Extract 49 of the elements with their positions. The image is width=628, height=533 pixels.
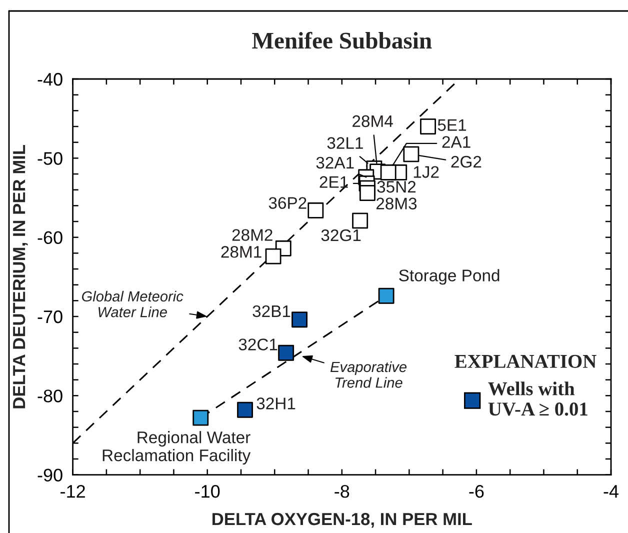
annotation: 32C1 [238, 338, 278, 350]
point [420, 118, 436, 134]
annotation: 5E1 [438, 119, 466, 131]
annotation: 28M1 [221, 246, 262, 258]
annotation: 36P2 [268, 197, 306, 209]
x-tick-label: -12 [60, 485, 85, 498]
annotation: 32B1 [252, 305, 290, 318]
legend-title: EXPLANATION [454, 354, 596, 368]
point [378, 288, 394, 304]
x-axis-title: DELTA OXYGEN-18, IN PER MIL [212, 512, 472, 528]
point [308, 202, 324, 218]
annotation: 1J2 [414, 166, 439, 178]
annotation: 32G1 [321, 229, 361, 242]
x-tick-label: -6 [469, 485, 484, 498]
y-tick-label: -70 [38, 310, 62, 324]
y-tick-label: -90 [38, 468, 62, 482]
annotation: 2G2 [451, 156, 482, 168]
annotation: Global Meteoric Water Line [82, 290, 184, 318]
annotation: Storage Pond [399, 269, 500, 285]
x-tick-label: -4 [604, 485, 618, 498]
point [359, 185, 376, 201]
chart-title: Menifee Subbasin [252, 32, 432, 49]
point [403, 146, 420, 162]
annotation: 2A1 [442, 136, 470, 148]
y-axis-title: DELTA DEUTERIUM, IN PER MIL [13, 144, 28, 408]
x-tick-label: -10 [195, 485, 220, 498]
point [265, 248, 282, 264]
annotation: 2E1 [320, 176, 348, 188]
point [292, 312, 308, 328]
y-tick-label: -80 [38, 390, 62, 402]
point [380, 164, 396, 180]
annotation: 28M2 [232, 229, 272, 241]
point [237, 402, 253, 418]
annotation: 32L1 [327, 137, 363, 149]
point [278, 344, 294, 361]
annotation: 28M3 [376, 198, 417, 210]
annotation: 32H1 [256, 398, 296, 410]
point [352, 212, 368, 229]
annotation: Evaporative Trend Line [330, 361, 406, 388]
annotation: 28M4 [352, 115, 393, 128]
annotation: Regional Water Reclamation Facility [102, 431, 251, 465]
legend-label: Wells with UV-A ≥ 0.01 [488, 382, 588, 416]
y-tick-label: -60 [38, 231, 62, 244]
point [192, 410, 209, 426]
y-tick-label: -40 [38, 72, 62, 86]
y-tick-label: -50 [38, 152, 62, 165]
annotation: 32A1 [316, 156, 354, 169]
x-tick-label: -8 [334, 485, 350, 498]
annotation: 35N2 [377, 180, 416, 193]
